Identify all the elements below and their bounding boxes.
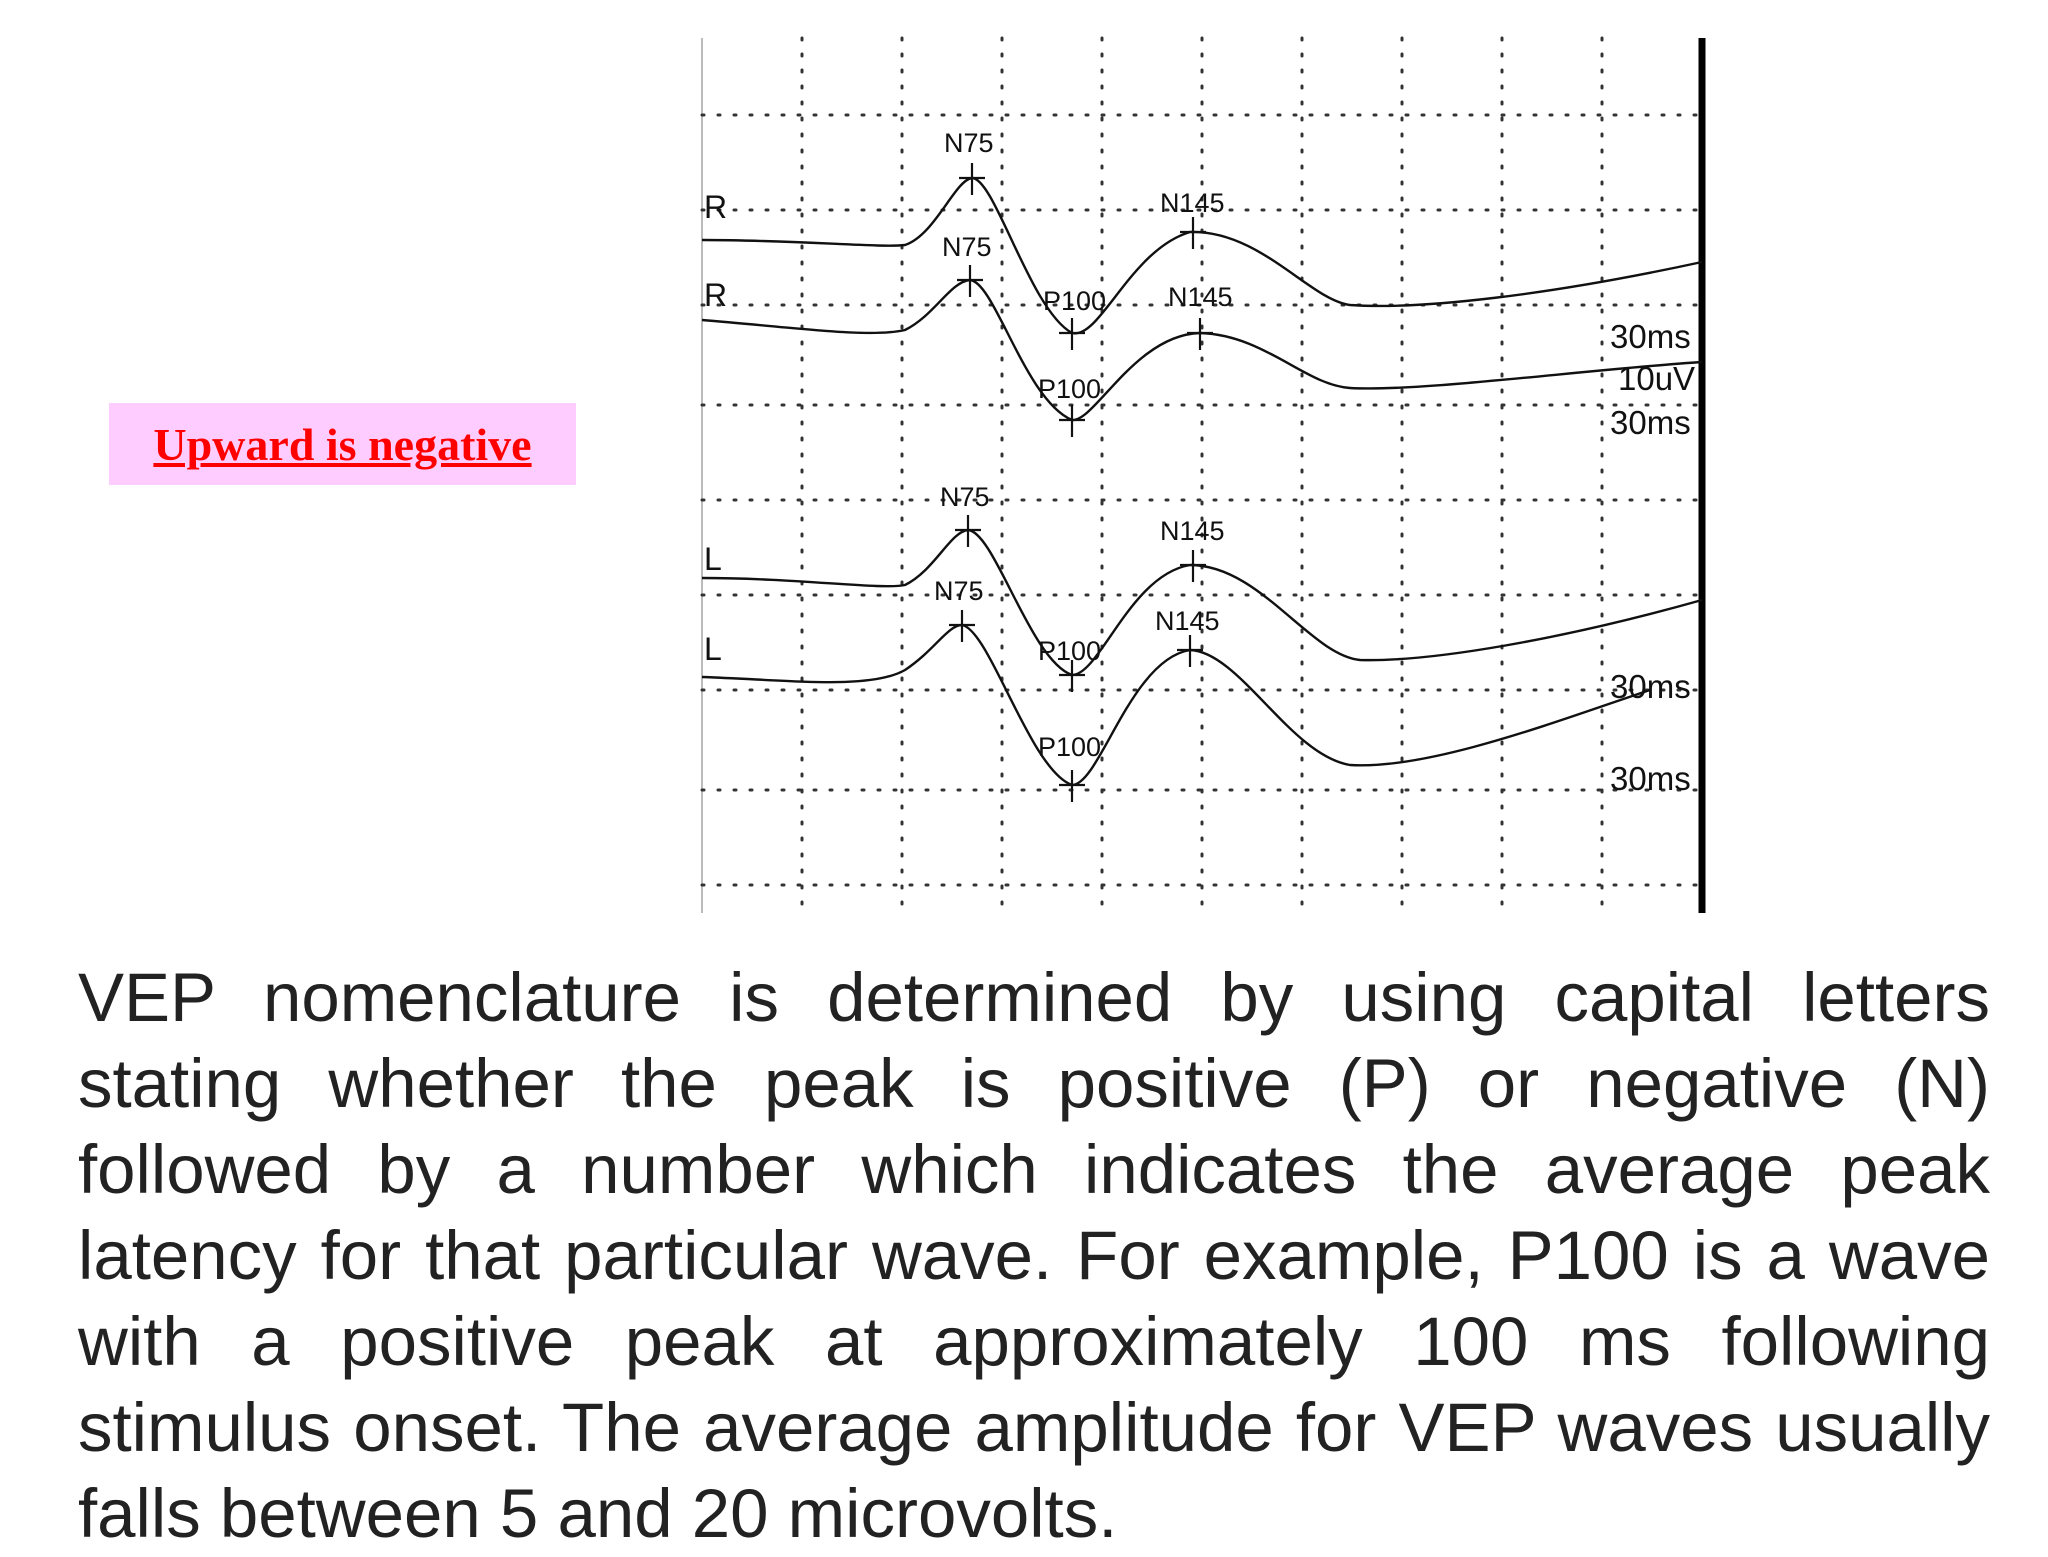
row-label-l-1: L <box>704 541 722 577</box>
scale-label-time: 30ms <box>1610 404 1691 441</box>
scale-label-time: 30ms <box>1610 760 1691 797</box>
peak-ticks <box>949 163 1213 802</box>
scale-label-time: 30ms <box>1610 668 1691 705</box>
row-label-r-2: R <box>704 277 727 313</box>
note-box: Upward is negative <box>109 403 576 485</box>
peak-label-n145: N145 <box>1160 188 1225 218</box>
trace-l-2 <box>701 623 1651 787</box>
trace-r-1 <box>701 176 1703 335</box>
row-label-l-2: L <box>704 631 722 667</box>
peak-label-n145: N145 <box>1160 516 1225 546</box>
peak-label-n145: N145 <box>1155 606 1220 636</box>
peak-label-p100: P100 <box>1038 636 1101 666</box>
peak-label-n75: N75 <box>940 482 990 512</box>
trace-r-2 <box>701 278 1703 422</box>
description-paragraph: VEP nomenclature is determined by using … <box>78 959 1990 1552</box>
note-text: Upward is negative <box>153 418 532 470</box>
peak-label-p100: P100 <box>1038 732 1101 762</box>
peak-label-n145: N145 <box>1168 282 1233 312</box>
peak-label-n75: N75 <box>944 128 994 158</box>
scale-label-time: 30ms <box>1610 318 1691 355</box>
peak-label-n75: N75 <box>934 576 984 606</box>
peak-label-p100: P100 <box>1038 374 1101 404</box>
row-label-r-1: R <box>704 189 727 225</box>
dotted-grid <box>700 36 1702 915</box>
scale-label-amplitude: 10uV <box>1618 360 1695 397</box>
peak-label-n75: N75 <box>942 232 992 262</box>
trace-l-1 <box>701 528 1703 677</box>
peak-label-p100: P100 <box>1043 286 1106 316</box>
vep-waveform-figure: R R L L N75 P100 N145 N75 P100 N145 N75 … <box>700 36 1706 915</box>
